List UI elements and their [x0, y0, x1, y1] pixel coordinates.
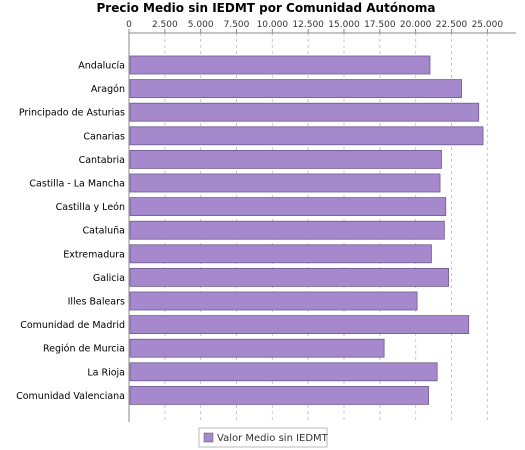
category-label: Aragón — [91, 84, 125, 95]
category-label: Región de Murcia — [43, 344, 125, 355]
x-tick-label: 20.000 — [400, 20, 432, 30]
x-tick-label: 12.500 — [292, 20, 324, 30]
bar — [129, 244, 432, 264]
legend-swatch — [203, 432, 214, 443]
bar — [129, 126, 484, 146]
x-tick-label: 10.000 — [257, 20, 289, 30]
category-label: Comunidad Valenciana — [16, 391, 125, 402]
x-tick-label: 0 — [126, 20, 132, 30]
bar — [129, 338, 385, 358]
category-label: Principado de Asturias — [19, 108, 125, 119]
x-tick-label: 7.500 — [224, 20, 250, 30]
bar — [129, 197, 447, 217]
category-label: Comunidad de Madrid — [20, 320, 125, 331]
x-axis-ticks: 0 2.500 5.000 7.500 10.000 12.500 15.000 17.500… — [126, 20, 503, 33]
chart-title: Precio Medio sin IEDMT por Comunidad Aut… — [97, 1, 436, 15]
legend-label: Valor Medio sin IEDMT — [217, 433, 329, 444]
category-label: Cantabria — [79, 155, 125, 166]
bar — [129, 55, 431, 75]
x-tick-label: 25.000 — [472, 20, 504, 30]
bar — [129, 79, 462, 98]
legend-box — [198, 427, 328, 448]
x-tick-label: 15.000 — [328, 20, 360, 30]
legend: Valor Medio sin IEDMT — [198, 427, 329, 448]
x-tick-label: 17.500 — [364, 20, 396, 30]
bar — [129, 267, 450, 287]
category-label: La Rioja — [87, 367, 125, 378]
category-label: Andalucía — [78, 61, 125, 72]
category-labels: Andalucía Aragón Principado de Asturias Can… — [16, 61, 125, 402]
category-label: Galicia — [93, 273, 125, 284]
category-label: Extremadura — [63, 249, 125, 260]
x-tick-label: 22.500 — [436, 20, 468, 30]
x-tick-label: 5.000 — [188, 20, 214, 30]
bar — [129, 149, 442, 169]
bar — [129, 362, 438, 382]
bar — [129, 102, 480, 122]
category-label: Cataluña — [82, 226, 125, 237]
bars — [129, 55, 484, 405]
category-label: Castilla - La Mancha — [29, 179, 125, 190]
category-label: Canarias — [83, 131, 125, 142]
bar — [129, 291, 418, 311]
category-label: Castilla y León — [56, 202, 125, 213]
bar — [129, 220, 445, 240]
category-label: Illes Balears — [68, 297, 125, 308]
x-tick-label: 2.500 — [152, 20, 178, 30]
bar — [129, 385, 429, 405]
bar — [129, 315, 470, 335]
bar — [129, 173, 441, 193]
